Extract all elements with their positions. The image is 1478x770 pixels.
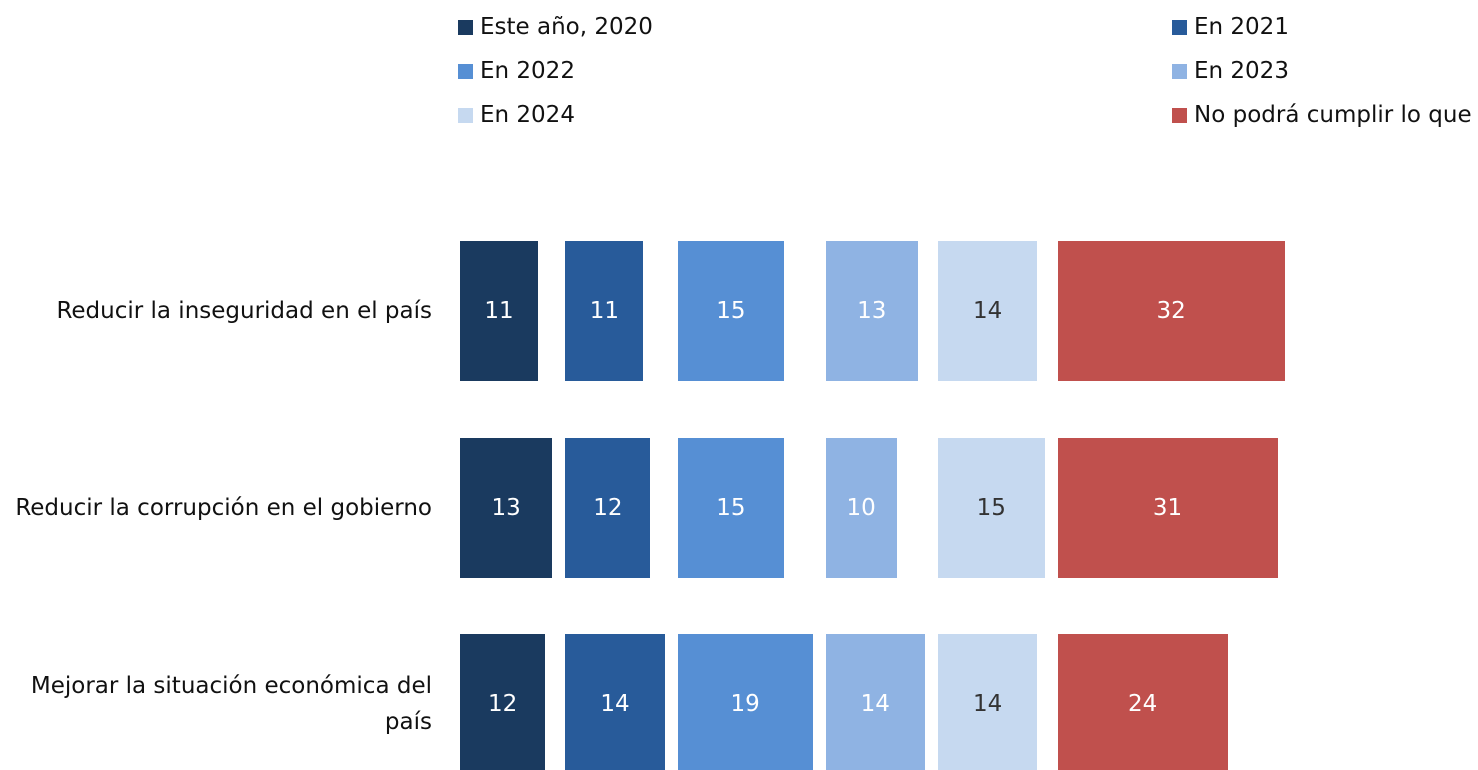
value-label: 13 [857,298,887,324]
bar [1057,634,1228,770]
bar [565,437,651,578]
value-label: 11 [589,298,619,324]
value-label: 14 [973,298,1003,324]
bar [460,241,539,381]
legend-label: En 2022 [480,58,575,84]
value-label: 32 [1156,298,1186,324]
bar [677,241,785,381]
bar [825,241,918,381]
value-label: 11 [484,298,514,324]
value-label: 12 [487,691,518,717]
legend-swatch [458,20,473,35]
legend-label: No podrá cumplir lo que prometió [1194,102,1478,128]
value-label: 19 [730,691,760,717]
value-label: 14 [973,691,1003,717]
bar [938,634,1038,770]
bar [565,241,644,381]
value-label: 12 [593,494,623,521]
value-label: 24 [1128,691,1158,717]
bar [460,437,553,578]
bar [565,634,665,770]
category-label: Reducir la inseguridad en el país [56,298,432,324]
value-label: 15 [716,494,746,521]
value-label: 15 [976,494,1006,521]
legend-label: En 2021 [1194,14,1289,40]
bar [1057,437,1278,578]
legend-swatch [1172,20,1187,35]
bar [1057,241,1285,381]
value-label: 15 [716,298,746,324]
bar [677,634,813,770]
category-label: Reducir la corrupción en el gobierno [15,494,432,521]
bar [938,437,1045,578]
legend-label: En 2023 [1194,58,1289,84]
legend-swatch [458,108,473,123]
bar [460,634,546,770]
legend-label: En 2024 [480,102,575,128]
legend-swatch [1172,108,1187,123]
legend-swatch [1172,64,1187,79]
bar [677,437,785,578]
value-label: 14 [600,691,630,717]
value-label: 10 [846,494,876,521]
category-label: Mejorar la situación económica del país [30,673,432,735]
bar [825,634,925,770]
bar [825,437,897,578]
bar [938,241,1038,381]
value-label: 13 [491,494,521,521]
value-label: 31 [1152,494,1183,521]
value-label: 14 [860,691,890,717]
legend-swatch [458,64,473,79]
legend-label: Este año, 2020 [480,14,653,40]
